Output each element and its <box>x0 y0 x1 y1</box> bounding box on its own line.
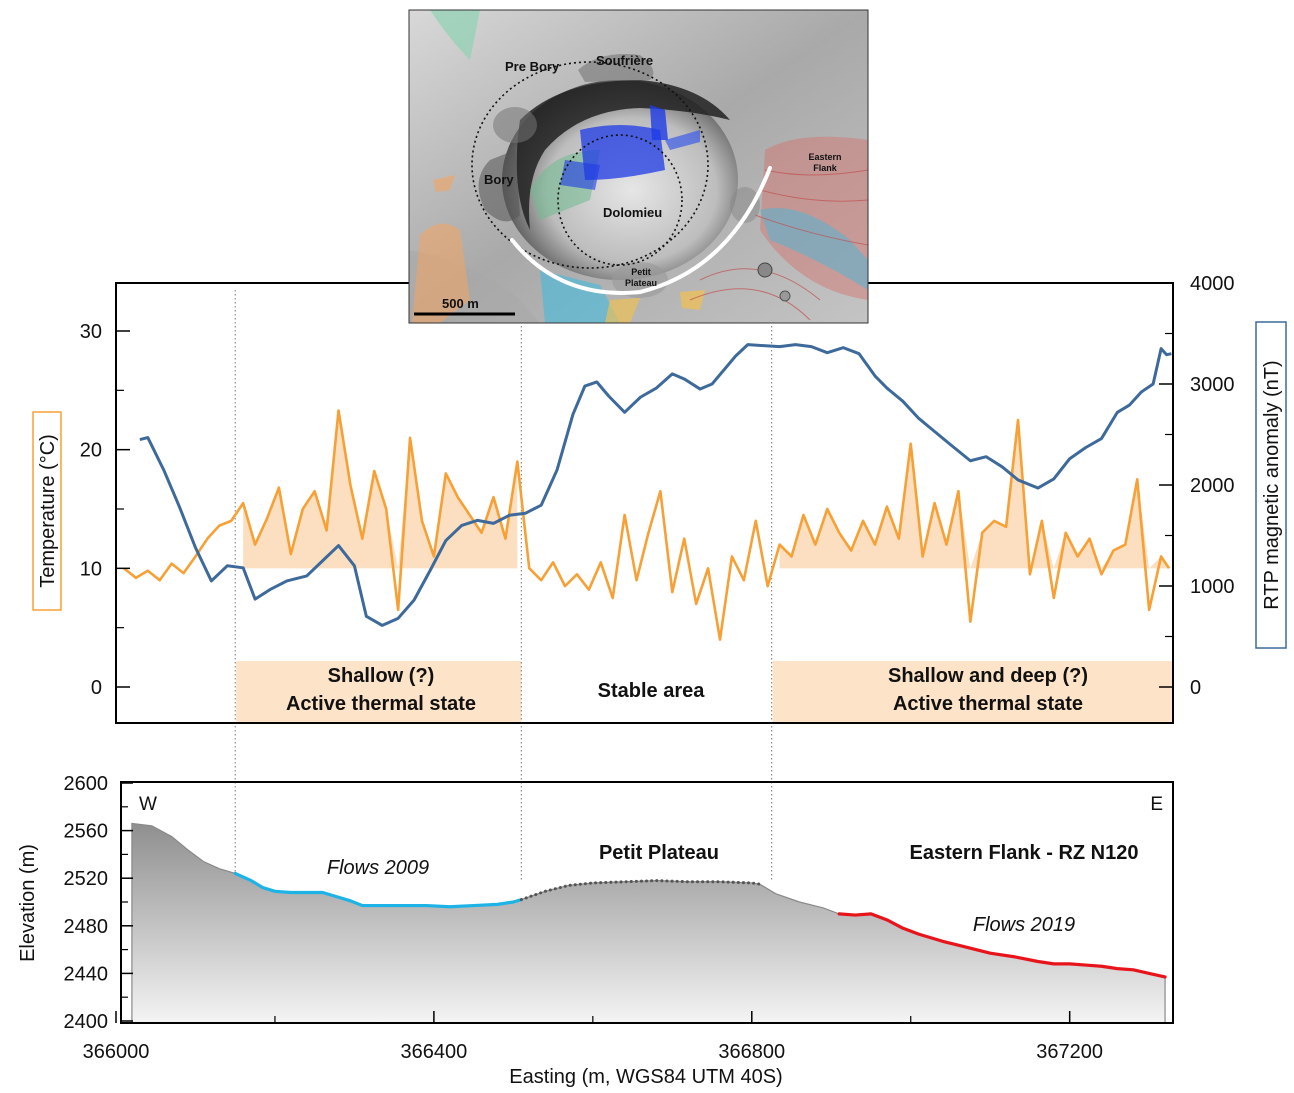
blue-collapse-zone <box>580 125 665 180</box>
temperature-magnetic-panel: 0 10 20 30 0 1000 2000 3000 4000 Shallow (?) Ac… <box>32 273 1287 880</box>
elevation-segment-2 <box>519 879 762 902</box>
annotation-flows-2009: Flows 2009 <box>327 857 429 879</box>
elev-tick-label-2600: 2600 <box>64 773 109 795</box>
left-tick-label-0: 0 <box>91 677 102 699</box>
zone-divider-lines <box>234 290 773 880</box>
easting-axis-ticks: 366000 366400 366800 367200 <box>83 1011 1103 1063</box>
map-label-soufriere: Soufrière <box>596 53 653 68</box>
orange-flow-patch <box>412 223 470 323</box>
cyan-flow-patch-west <box>540 270 620 323</box>
elevation-segment-1 <box>233 871 523 909</box>
left-tick-label-10: 10 <box>80 558 102 580</box>
map-label-pre-bory: Pre Bory <box>505 59 560 74</box>
temperature-anomaly-fill <box>243 410 1170 569</box>
map-inset-frame <box>408 9 869 324</box>
easting-tick-label-366800: 366800 <box>718 1041 785 1063</box>
magnetic-series-line <box>139 343 1172 627</box>
left-axis-ticks: 0 10 20 30 <box>80 321 130 699</box>
zone-backgrounds <box>236 661 1172 722</box>
elevation-axis-ticks: 2400 2440 2480 2520 2560 2600 <box>64 773 133 1033</box>
direction-west-label: W <box>139 794 157 815</box>
easting-tick-label-367200: 367200 <box>1036 1041 1103 1063</box>
elevation-segments <box>233 871 1167 979</box>
right-axis-label-text: RTP magnetic anomaly (nT) <box>1261 360 1283 609</box>
map-label-bory: Bory <box>484 172 514 187</box>
elev-tick-label-2560: 2560 <box>64 821 109 843</box>
easting-tick-label-366400: 366400 <box>401 1041 468 1063</box>
easting-tick-label-366000: 366000 <box>83 1041 150 1063</box>
annotation-eastern-flank: Eastern Flank - RZ N120 <box>910 842 1139 864</box>
elev-tick-label-2440: 2440 <box>64 963 109 985</box>
elev-tick-label-2480: 2480 <box>64 916 109 938</box>
temperature-series-line <box>123 409 1171 641</box>
right-tick-label-3000: 3000 <box>1190 374 1235 396</box>
left-tick-label-20: 20 <box>80 440 102 462</box>
profile-trace-line <box>510 166 772 295</box>
easting-axis-label: Easting (m, WGS84 UTM 40S) <box>509 1066 782 1088</box>
left-axis-label: Temperature (°C) <box>32 411 62 611</box>
zone1-label-line1: Shallow (?) <box>328 665 435 687</box>
bory-crater <box>478 150 520 222</box>
right-tick-label-0: 0 <box>1190 677 1201 699</box>
red-flow-patch-east <box>760 136 868 300</box>
right-tick-label-2000: 2000 <box>1190 475 1235 497</box>
right-axis-label: RTP magnetic anomaly (nT) <box>1255 321 1287 649</box>
zone-background-1 <box>236 661 522 722</box>
crater-map-inset: Pre Bory Soufrière Bory Dolomieu Petit Pl… <box>409 10 868 323</box>
crater-shadow-rim <box>516 80 730 230</box>
zone3-label-line2: Active thermal state <box>893 693 1083 715</box>
green-flow-patch <box>430 10 480 60</box>
pre-bory-outline <box>471 61 709 269</box>
annotation-flows-2019: Flows 2019 <box>973 914 1075 936</box>
left-axis-label-text: Temperature (°C) <box>37 434 59 588</box>
annotation-petit-plateau: Petit Plateau <box>599 842 719 864</box>
zone2-label: Stable area <box>598 680 706 702</box>
right-axis-ticks: 0 1000 2000 3000 4000 <box>1159 273 1235 699</box>
elevation-axis-label: Elevation (m) <box>17 844 39 962</box>
left-tick-label-30: 30 <box>80 321 102 343</box>
elev-tick-label-2520: 2520 <box>64 868 109 890</box>
map-label-petit-plateau: Petit Plateau <box>625 267 657 288</box>
zone-background-3 <box>772 661 1172 722</box>
map-label-eastern-flank: Eastern Flank <box>808 152 841 173</box>
elevation-segment-3 <box>837 912 1167 979</box>
map-label-dolomieu: Dolomieu <box>603 205 662 220</box>
scale-bar-label: 500 m <box>442 296 479 311</box>
direction-east-label: E <box>1150 794 1163 815</box>
zone1-label-line2: Active thermal state <box>286 693 476 715</box>
right-tick-label-1000: 1000 <box>1190 576 1235 598</box>
elev-tick-label-2400: 2400 <box>64 1011 109 1033</box>
right-tick-label-4000: 4000 <box>1190 273 1235 295</box>
zone3-label-line1: Shallow and deep (?) <box>888 665 1088 687</box>
